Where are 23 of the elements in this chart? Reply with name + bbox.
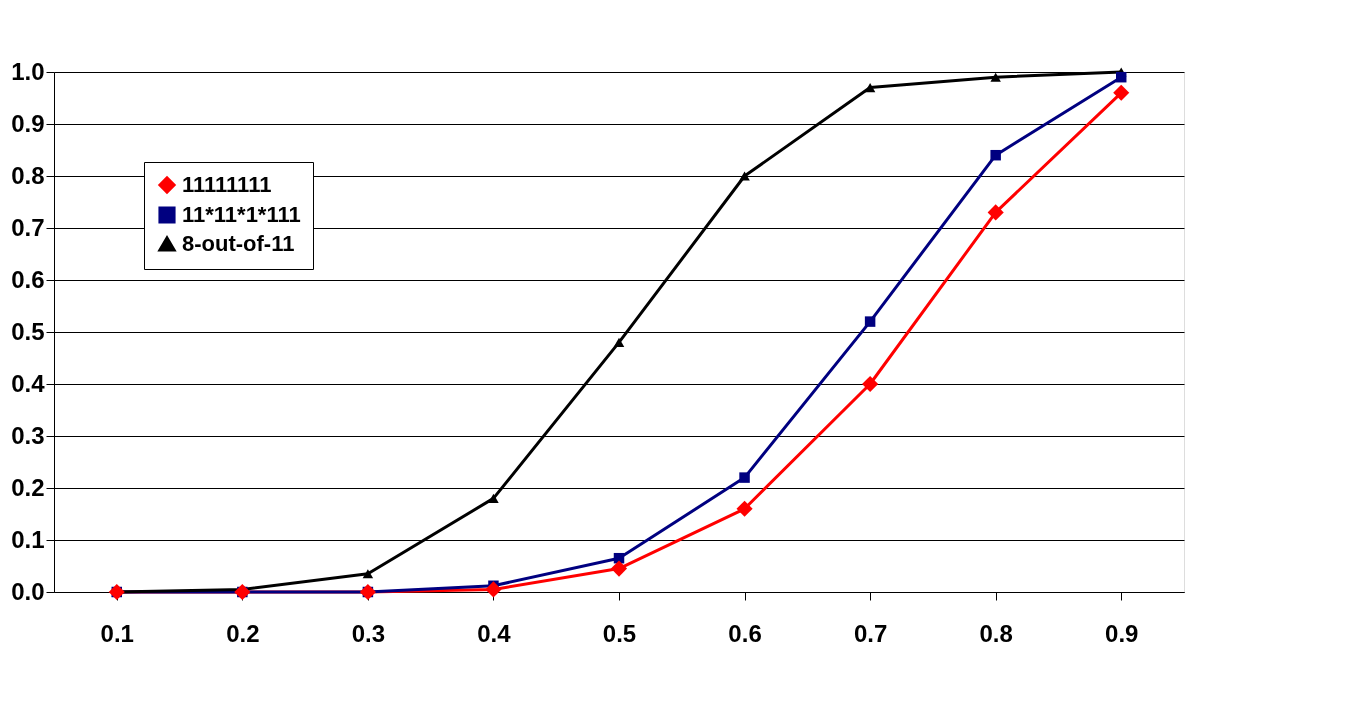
- y-tick-label: 0.8: [11, 161, 45, 189]
- y-tick-label: 0.7: [11, 213, 45, 241]
- x-tick-label: 0.4: [477, 619, 512, 647]
- x-tick-label: 0.9: [1105, 619, 1139, 647]
- y-tick-label: 0.9: [11, 109, 45, 137]
- y-tick-label: 0.3: [11, 421, 45, 449]
- x-tick-label: 0.5: [602, 619, 637, 647]
- y-tick-label: 0.6: [11, 265, 45, 293]
- y-tick-label: 0.1: [11, 525, 45, 553]
- y-tick-label: 0.5: [11, 317, 45, 345]
- y-tick-label: 0.4: [11, 369, 46, 397]
- y-tick-label: 0.2: [11, 473, 45, 501]
- legend-label: 8-out-of-11: [182, 231, 295, 256]
- x-tick-label: 0.8: [979, 619, 1013, 647]
- x-tick-label: 0.1: [100, 619, 134, 647]
- y-tick-label: 0.0: [11, 577, 45, 605]
- x-tick-label: 0.2: [226, 619, 260, 647]
- y-tick-label: 1.0: [11, 57, 45, 85]
- x-tick-label: 0.7: [853, 619, 888, 647]
- legend-label: 11*11*1*111: [182, 202, 301, 227]
- x-tick-label: 0.3: [351, 619, 386, 647]
- legend-label: 11111111: [182, 172, 272, 197]
- x-tick-label: 0.6: [728, 619, 762, 647]
